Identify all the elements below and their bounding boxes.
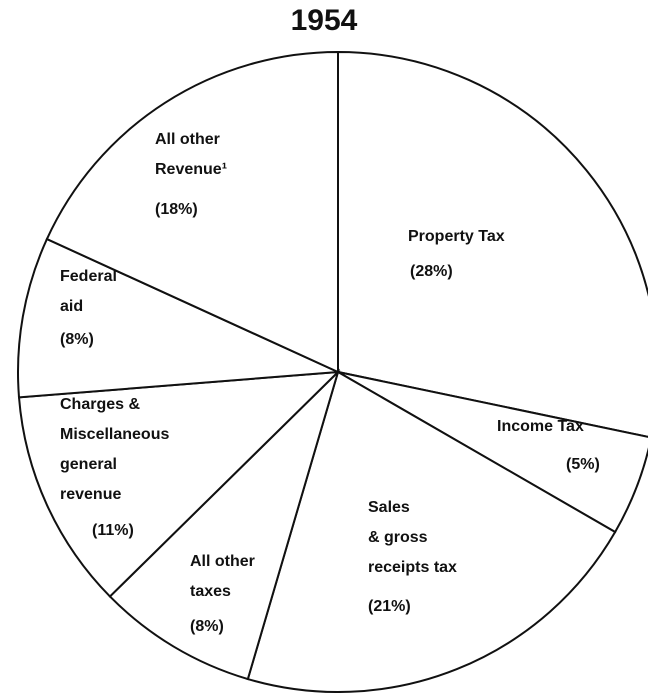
slice-value-label: (28%) <box>410 263 453 280</box>
slice-label: Sales & gross receipts tax <box>368 499 457 576</box>
slice-label: Property Tax <box>408 228 505 245</box>
slice-value-label: (8%) <box>190 618 224 635</box>
pie-slice <box>337 50 648 438</box>
slice-value-label: (21%) <box>368 598 411 615</box>
slice-label: Federal aid <box>60 268 117 315</box>
pie-slice <box>246 370 617 693</box>
slice-label: Charges & Miscellaneous general revenue <box>60 396 170 503</box>
slice-value-label: (8%) <box>60 331 94 348</box>
pie-slice <box>17 237 342 399</box>
pie-slice <box>108 368 341 681</box>
slice-value-label: (5%) <box>566 456 600 473</box>
slice-value-label: (11%) <box>92 522 134 539</box>
slice-value-label: (18%) <box>155 201 198 218</box>
chart-title: 1954 <box>290 4 358 37</box>
slice-label: All other taxes <box>190 553 255 600</box>
pie-slice <box>17 370 341 598</box>
slice-label: All other Revenue¹ <box>155 131 228 178</box>
slice-label: Income Tax <box>497 418 584 435</box>
pie-slice <box>45 50 339 374</box>
